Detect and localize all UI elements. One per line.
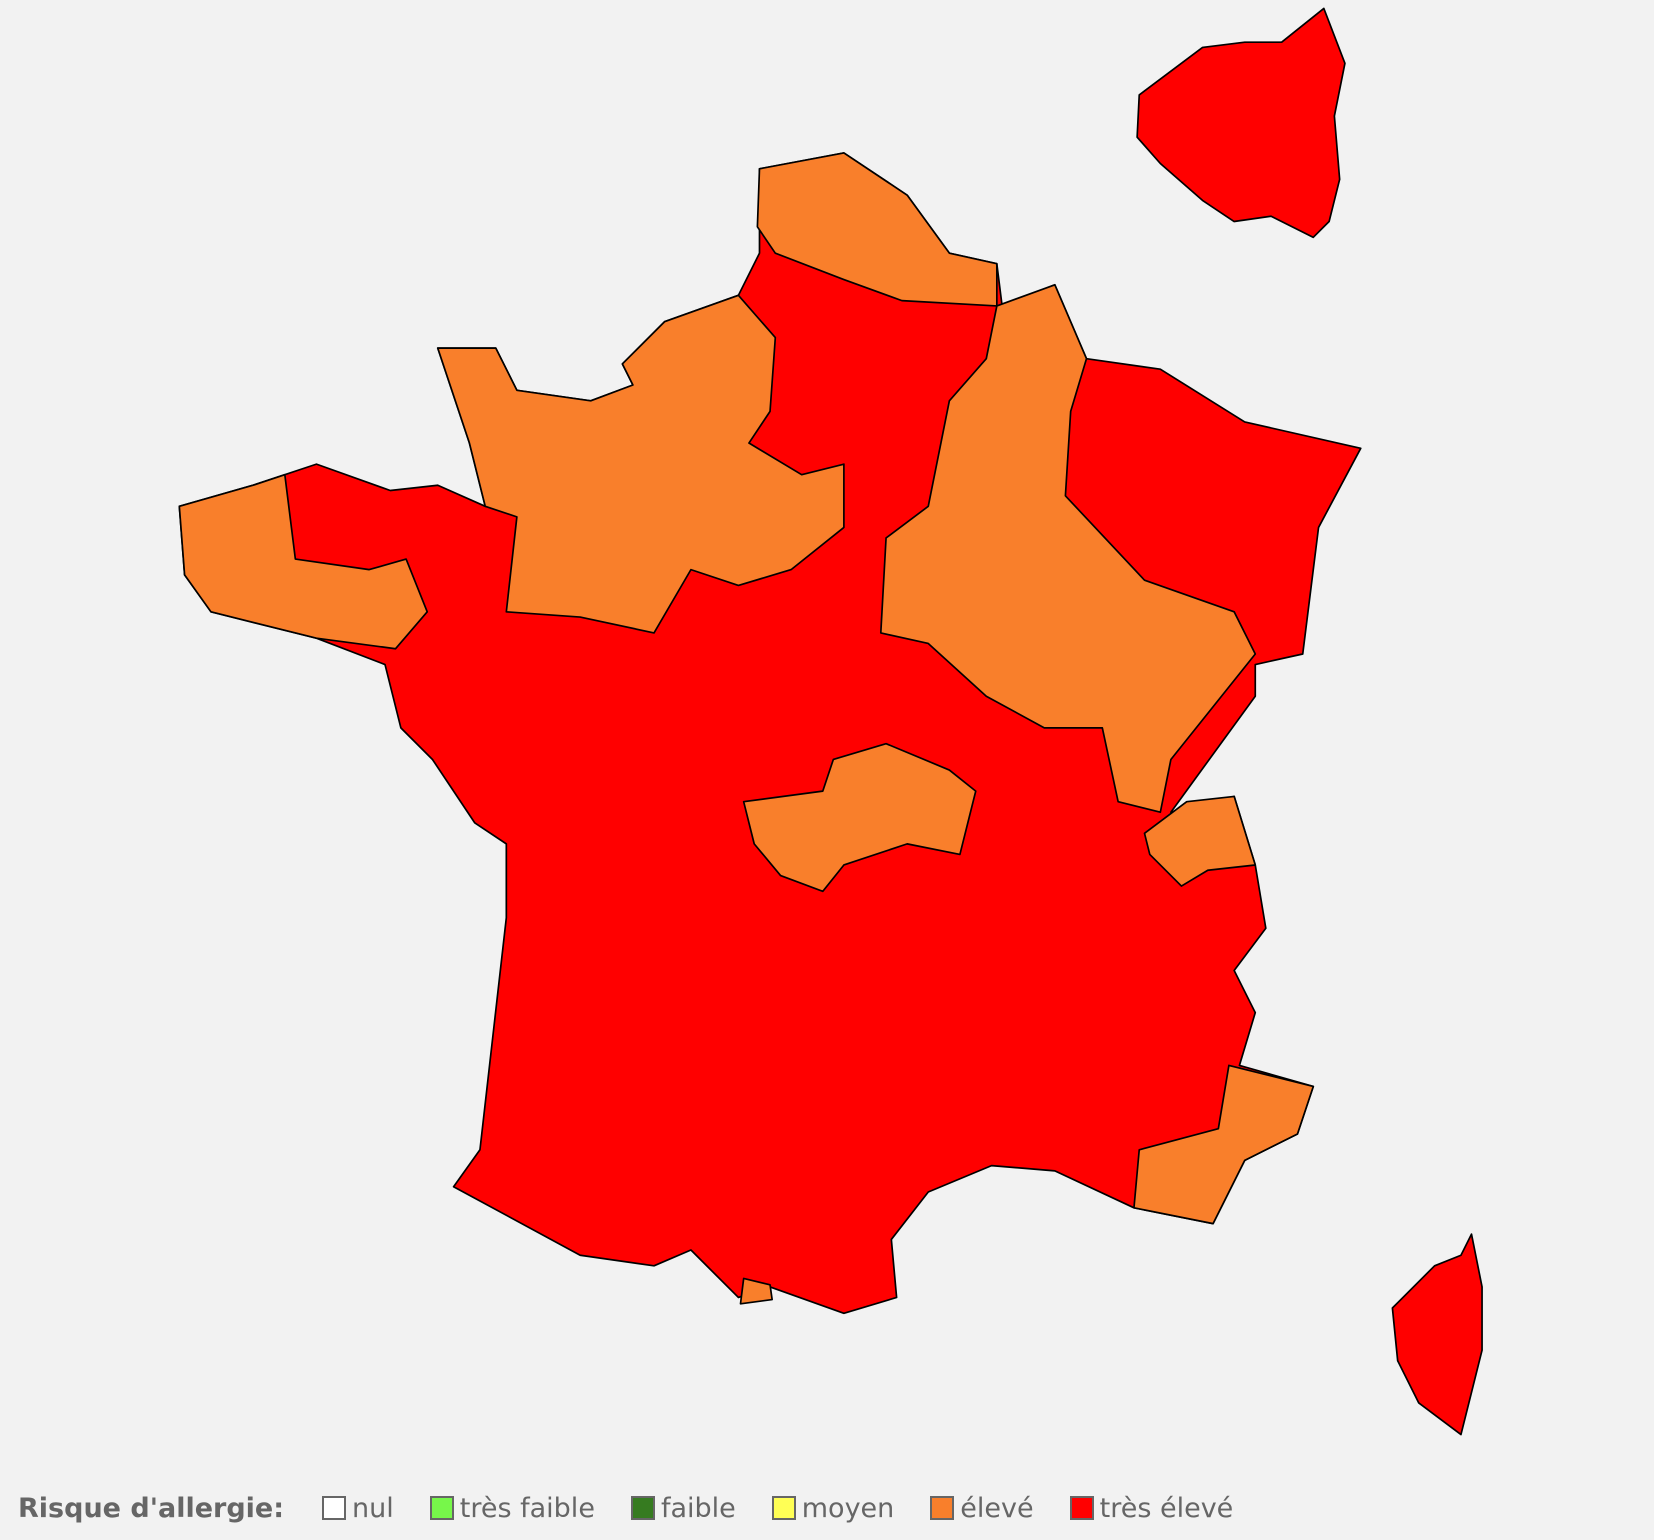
region-pyrenees-orientales[interactable]	[739, 1277, 773, 1305]
region-normandie-centre[interactable]	[436, 294, 845, 634]
legend-item-faible: faible	[630, 1493, 736, 1524]
swatch	[930, 1496, 955, 1520]
legend-item-eleve: élevé	[930, 1493, 1034, 1524]
swatch	[429, 1496, 454, 1520]
legend-item-nul: nul	[322, 1493, 394, 1524]
region-paca[interactable]	[1133, 1064, 1315, 1225]
region-savoie[interactable]	[1143, 795, 1257, 887]
legend-item-tres-faible: très faible	[429, 1493, 595, 1524]
france-allergy-map	[178, 7, 1483, 1436]
legend-item-moyen: moyen	[771, 1493, 894, 1524]
swatch	[771, 1496, 796, 1520]
legend: Risque d'allergie: nul très faible faibl…	[18, 1490, 1269, 1526]
inset-ile-de-france[interactable]	[1136, 7, 1346, 239]
legend-item-tres-eleve: très élevé	[1069, 1493, 1233, 1524]
inset-corse[interactable]	[1391, 1233, 1483, 1436]
swatch	[322, 1496, 347, 1520]
region-nord-est[interactable]	[879, 283, 1257, 814]
region-bretagne-ouest[interactable]	[178, 473, 429, 650]
legend-title: Risque d'allergie:	[18, 1492, 285, 1524]
region-limousin-auvergne[interactable]	[742, 742, 977, 893]
swatch	[630, 1496, 655, 1520]
swatch	[1069, 1496, 1094, 1520]
